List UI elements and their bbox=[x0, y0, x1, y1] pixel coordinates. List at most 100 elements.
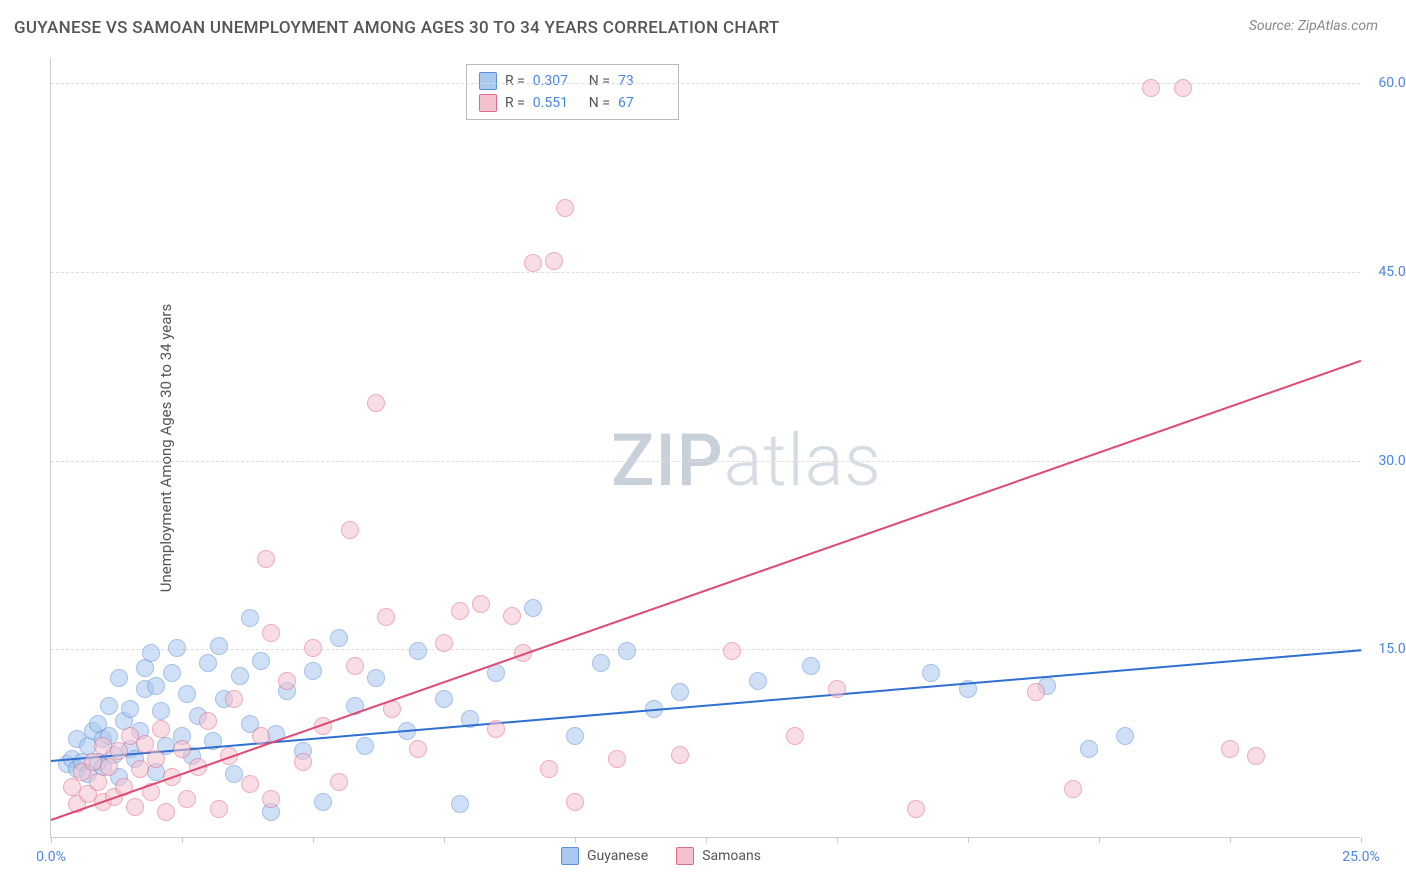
xtick-label: 0.0% bbox=[36, 849, 66, 865]
data-point bbox=[330, 773, 348, 791]
data-point bbox=[147, 677, 165, 695]
data-point bbox=[671, 746, 689, 764]
data-point bbox=[356, 737, 374, 755]
legend-label: Guyanese bbox=[587, 848, 648, 864]
legend-swatch bbox=[676, 847, 694, 865]
data-point bbox=[241, 609, 259, 627]
data-point bbox=[152, 720, 170, 738]
data-point bbox=[1080, 740, 1098, 758]
data-point bbox=[786, 727, 804, 745]
data-point bbox=[262, 624, 280, 642]
xtick bbox=[51, 837, 52, 843]
data-point bbox=[252, 652, 270, 670]
data-point bbox=[566, 727, 584, 745]
ytick-label: 30.0% bbox=[1378, 453, 1406, 469]
legend-item: Guyanese bbox=[561, 847, 648, 865]
xtick bbox=[837, 837, 838, 843]
data-point bbox=[278, 672, 296, 690]
data-point bbox=[1142, 79, 1160, 97]
data-point bbox=[524, 599, 542, 617]
data-point bbox=[435, 690, 453, 708]
xtick bbox=[706, 837, 707, 843]
data-point bbox=[1116, 727, 1134, 745]
data-point bbox=[451, 602, 469, 620]
data-point bbox=[304, 639, 322, 657]
chart-container: Unemployment Among Ages 30 to 34 years Z… bbox=[50, 58, 1360, 838]
xtick bbox=[182, 837, 183, 843]
gridline bbox=[51, 461, 1360, 462]
legend-stat-row: R =0.551N =67 bbox=[479, 92, 666, 114]
data-point bbox=[409, 740, 427, 758]
gridline bbox=[51, 83, 1360, 84]
xtick bbox=[968, 837, 969, 843]
data-point bbox=[451, 795, 469, 813]
r-value: 0.307 bbox=[533, 73, 581, 89]
data-point bbox=[199, 712, 217, 730]
data-point bbox=[409, 642, 427, 660]
r-label: R = bbox=[505, 95, 525, 111]
data-point bbox=[472, 595, 490, 613]
ytick-label: 15.0% bbox=[1378, 641, 1406, 657]
data-point bbox=[100, 758, 118, 776]
legend-swatch bbox=[479, 94, 497, 112]
r-value: 0.551 bbox=[533, 95, 581, 111]
legend-item: Samoans bbox=[676, 847, 761, 865]
data-point bbox=[142, 644, 160, 662]
xtick bbox=[1099, 837, 1100, 843]
data-point bbox=[294, 753, 312, 771]
data-point bbox=[231, 667, 249, 685]
data-point bbox=[503, 607, 521, 625]
xtick bbox=[1230, 837, 1231, 843]
data-point bbox=[314, 793, 332, 811]
data-point bbox=[540, 760, 558, 778]
data-point bbox=[1221, 740, 1239, 758]
data-point bbox=[147, 750, 165, 768]
xtick bbox=[313, 837, 314, 843]
data-point bbox=[377, 608, 395, 626]
n-value: 73 bbox=[618, 73, 666, 89]
data-point bbox=[89, 773, 107, 791]
data-point bbox=[225, 690, 243, 708]
data-point bbox=[110, 669, 128, 687]
data-point bbox=[556, 199, 574, 217]
data-point bbox=[304, 662, 322, 680]
data-point bbox=[592, 654, 610, 672]
data-point bbox=[121, 700, 139, 718]
data-point bbox=[922, 664, 940, 682]
data-point bbox=[749, 672, 767, 690]
data-point bbox=[100, 697, 118, 715]
legend-swatch bbox=[561, 847, 579, 865]
data-point bbox=[524, 254, 542, 272]
source-label: Source: ZipAtlas.com bbox=[1249, 18, 1378, 34]
data-point bbox=[168, 639, 186, 657]
data-point bbox=[1027, 683, 1045, 701]
data-point bbox=[178, 790, 196, 808]
data-point bbox=[341, 521, 359, 539]
data-point bbox=[210, 637, 228, 655]
n-label: N = bbox=[589, 95, 610, 111]
legend-swatch bbox=[479, 72, 497, 90]
xtick bbox=[444, 837, 445, 843]
data-point bbox=[1174, 79, 1192, 97]
data-point bbox=[1247, 747, 1265, 765]
data-point bbox=[210, 800, 228, 818]
legend-stats: R =0.307N =73R =0.551N =67 bbox=[466, 64, 679, 120]
data-point bbox=[618, 642, 636, 660]
data-point bbox=[152, 702, 170, 720]
xtick bbox=[575, 837, 576, 843]
data-point bbox=[802, 657, 820, 675]
data-point bbox=[435, 634, 453, 652]
data-point bbox=[131, 760, 149, 778]
trend-line bbox=[51, 360, 1362, 821]
data-point bbox=[330, 629, 348, 647]
xtick-label: 25.0% bbox=[1342, 849, 1380, 865]
data-point bbox=[126, 798, 144, 816]
data-point bbox=[257, 550, 275, 568]
plot-area: ZIPatlas R =0.307N =73R =0.551N =67 Guya… bbox=[50, 58, 1360, 838]
data-point bbox=[346, 657, 364, 675]
n-label: N = bbox=[589, 73, 610, 89]
data-point bbox=[723, 642, 741, 660]
data-point bbox=[241, 775, 259, 793]
data-point bbox=[262, 790, 280, 808]
data-point bbox=[178, 685, 196, 703]
